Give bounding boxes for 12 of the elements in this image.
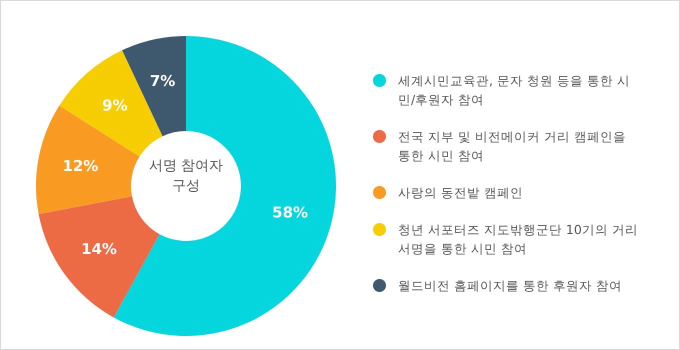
legend-label: 세계시민교육관, 문자 청원 등을 통한 시민/후원자 참여 (398, 73, 630, 107)
data-label: 12% (62, 156, 98, 175)
legend-label: 청년 서포터즈 지도밖행군단 10기의 거리 서명을 통한 시민 참여 (398, 222, 638, 256)
data-label: 7% (150, 72, 176, 90)
donut-slice (38, 196, 160, 318)
data-label: 58% (272, 204, 308, 222)
legend-label: 월드비전 홈페이지를 통한 후원자 참여 (398, 278, 622, 293)
text: 서명 참여자 구성 (148, 157, 224, 196)
data-label: 9% (102, 96, 128, 114)
legend-label: 사랑의 동전밭 캠페인 (398, 185, 523, 200)
data-label: 14% (81, 240, 117, 258)
legend-label: 전국 지부 및 비전메이커 거리 캠페인을 통한 시민 참여 (398, 129, 626, 163)
